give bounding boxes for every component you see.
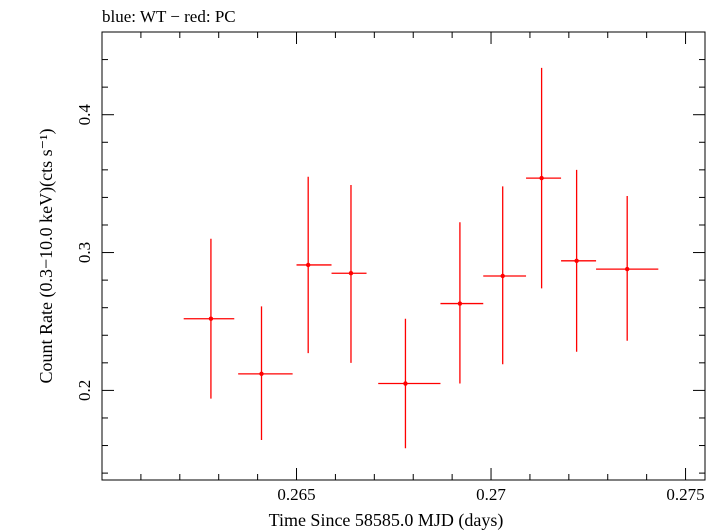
x-tick-label: 0.265	[277, 485, 315, 504]
data-marker	[348, 271, 354, 276]
chart-title: blue: WT − red: PC	[102, 7, 236, 26]
data-point	[440, 222, 484, 384]
axis-ticks	[101, 31, 705, 480]
data-marker	[624, 266, 630, 272]
data-marker	[539, 175, 544, 181]
y-axis-label: Count Rate (0.3−10.0 keV)(cts s⁻¹)	[36, 128, 57, 383]
data-point	[526, 67, 562, 289]
data-point	[561, 169, 597, 352]
y-tick-label: 0.4	[75, 104, 94, 126]
x-axis-label: Time Since 58585.0 MJD (days)	[269, 510, 504, 531]
data-point	[183, 238, 235, 399]
y-tick-label: 0.2	[75, 380, 94, 401]
x-tick-label: 0.275	[666, 485, 704, 504]
tick-labels: 0.265 0.27 0.275 0.2 0.3 0.4	[75, 104, 705, 504]
data-marker	[574, 258, 579, 264]
data-point	[296, 176, 332, 354]
data-point	[596, 196, 659, 341]
data-point	[238, 306, 293, 441]
data-point	[331, 185, 367, 363]
data-point	[483, 186, 527, 365]
data-points	[183, 67, 659, 449]
x-tick-label: 0.27	[476, 485, 506, 504]
y-tick-label: 0.3	[75, 242, 94, 263]
data-marker	[305, 262, 311, 268]
data-marker	[259, 371, 264, 377]
data-marker	[403, 381, 408, 386]
data-marker	[457, 301, 463, 306]
plot-frame	[101, 31, 706, 481]
data-marker	[208, 316, 214, 321]
data-point	[378, 318, 441, 449]
data-marker	[500, 273, 505, 279]
